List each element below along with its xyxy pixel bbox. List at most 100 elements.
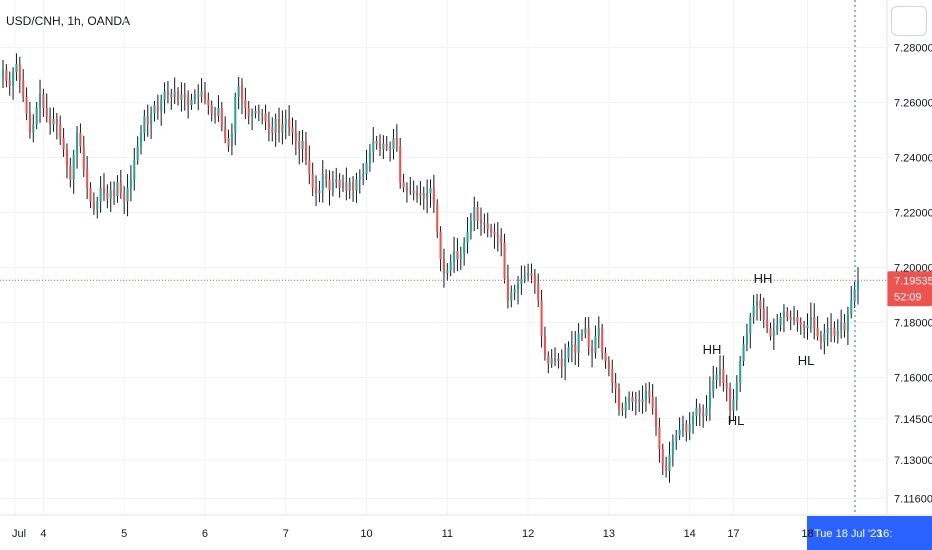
- x-tick-label: 14: [684, 528, 696, 540]
- candle-down: [543, 336, 546, 356]
- candle-up: [96, 201, 99, 210]
- price-scale-button[interactable]: [891, 6, 927, 36]
- candle-up: [173, 91, 176, 97]
- candle-down: [796, 317, 799, 323]
- candle-down: [722, 369, 725, 383]
- candle-down: [18, 64, 21, 81]
- candle-up: [806, 325, 809, 328]
- candle-down: [65, 149, 69, 166]
- candle-up: [742, 344, 745, 361]
- candle-up: [678, 429, 681, 436]
- y-tick-label: 7.11600: [894, 494, 932, 506]
- candle-up: [695, 407, 698, 416]
- candle-up: [510, 292, 513, 301]
- candle-down: [187, 97, 190, 106]
- candle-down: [591, 347, 594, 353]
- candle-down: [325, 174, 328, 180]
- candle-up: [705, 407, 708, 416]
- candle-down: [442, 259, 446, 273]
- candle-up: [200, 91, 203, 97]
- candle-up: [564, 358, 567, 367]
- candle-down: [496, 234, 499, 238]
- candle-up: [321, 174, 324, 191]
- candle-up: [193, 94, 196, 100]
- candle-down: [257, 110, 260, 114]
- candle-down: [176, 91, 180, 100]
- candle-down: [277, 119, 281, 133]
- candle-down: [439, 231, 442, 260]
- candle-down: [92, 201, 95, 210]
- candle-down: [554, 358, 557, 361]
- candle-up: [850, 300, 853, 315]
- candle-up: [126, 187, 129, 202]
- candle-up: [826, 328, 829, 334]
- candle-up: [251, 113, 254, 117]
- candle-up: [230, 132, 233, 147]
- candle-down: [79, 132, 82, 147]
- candle-down: [614, 383, 617, 389]
- candle-down: [500, 237, 503, 243]
- x-tick-label: 11: [442, 528, 453, 540]
- candle-down: [479, 220, 483, 224]
- candle-up: [281, 124, 284, 133]
- candle-down: [456, 251, 459, 260]
- candle-up: [580, 333, 584, 335]
- candle-down: [207, 99, 210, 106]
- candle-down: [288, 119, 291, 128]
- candle-up: [38, 94, 42, 108]
- candle-down: [170, 94, 173, 97]
- x-tick-label: 17: [727, 528, 739, 540]
- candle-up: [237, 86, 240, 97]
- x-tick-label: 7: [283, 528, 289, 540]
- candle-down: [537, 284, 540, 301]
- candle-up: [782, 311, 785, 317]
- annotations: HH HL HH HL: [703, 271, 815, 428]
- chart-grid: [0, 0, 886, 515]
- candle-up: [567, 347, 570, 359]
- candle-up: [634, 399, 637, 403]
- candle-down: [62, 138, 65, 150]
- candle-down: [698, 407, 701, 414]
- candle-down: [89, 187, 92, 202]
- symbol-title: USD/CNH, 1h, OANDA: [6, 14, 131, 28]
- candle-up: [274, 119, 277, 133]
- candle-up: [735, 383, 738, 400]
- candle-up: [513, 289, 516, 293]
- candle-down: [375, 141, 378, 144]
- candle-down: [486, 223, 489, 229]
- candle-down: [766, 319, 769, 328]
- candle-up: [597, 328, 600, 337]
- candle-down: [42, 94, 45, 108]
- x-tick-label: 13: [603, 528, 615, 540]
- candle-up: [12, 72, 15, 86]
- candle-up: [712, 380, 715, 392]
- candle-up: [732, 399, 735, 411]
- candle-down: [651, 396, 654, 408]
- candle-down: [799, 322, 802, 326]
- candle-down: [308, 160, 311, 174]
- candle-up: [463, 242, 466, 254]
- candle-up: [644, 391, 647, 400]
- candle-up: [836, 330, 839, 337]
- candle-up: [527, 273, 530, 276]
- candle-up: [792, 317, 796, 320]
- candle-down: [345, 182, 348, 191]
- last-price-badge: [887, 271, 932, 307]
- candle-down: [399, 146, 402, 183]
- candle-down: [25, 97, 28, 114]
- candle-down: [665, 465, 668, 471]
- candle-up: [779, 317, 782, 326]
- candle-up: [745, 333, 748, 345]
- candle-up: [143, 116, 146, 133]
- candle-up: [856, 280, 860, 290]
- annotation-label: HL: [728, 413, 745, 428]
- candle-down: [224, 127, 227, 139]
- candle-down: [291, 127, 294, 133]
- candle-up: [584, 328, 587, 334]
- y-tick-label: 7.22000: [894, 208, 932, 220]
- candle-up: [453, 251, 456, 262]
- candles-series: [1, 53, 860, 483]
- candle-up: [708, 391, 711, 408]
